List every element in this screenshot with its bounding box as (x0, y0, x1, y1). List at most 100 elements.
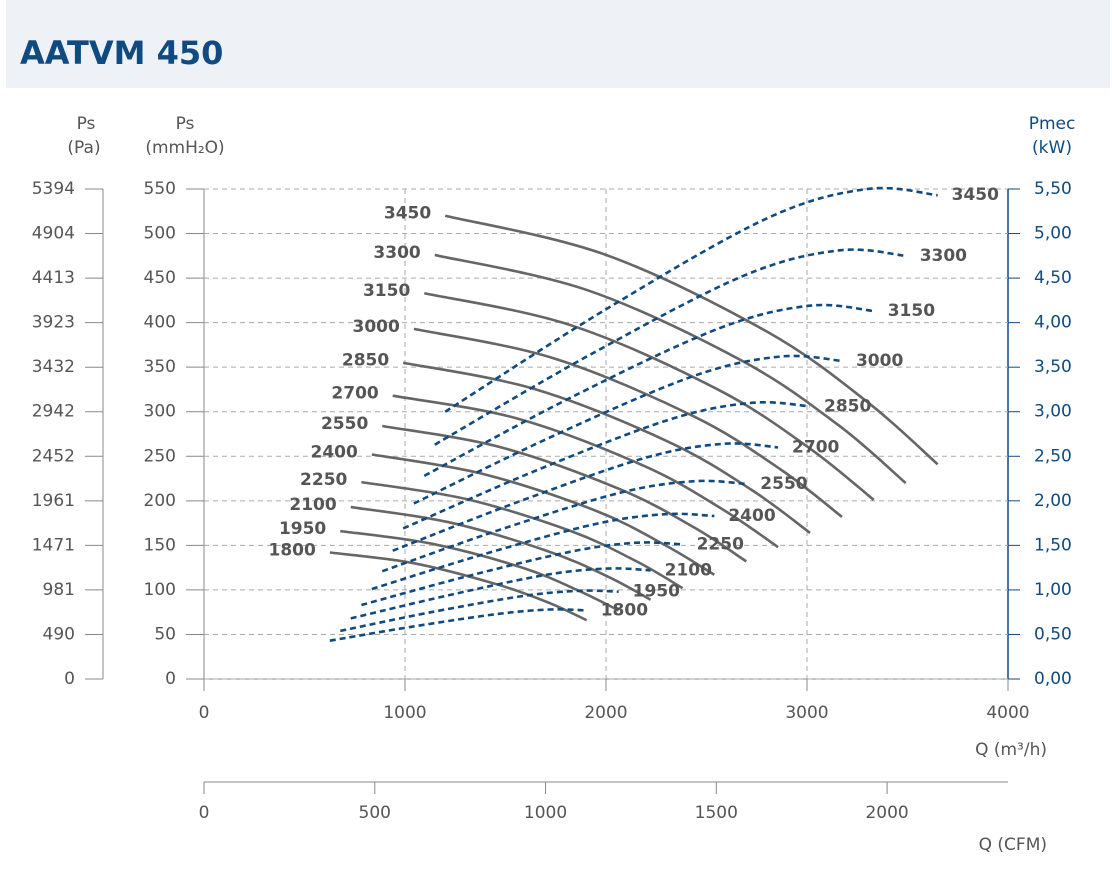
power-curve (329, 608, 587, 642)
pressure-curve-label: 3150 (363, 281, 410, 301)
x2-tick-label: 500 (359, 803, 391, 823)
y2-label: Pmec (1029, 114, 1076, 134)
power-curve (392, 442, 779, 552)
y-tick-label: 350 (144, 357, 176, 377)
pressure-curve-label: 1950 (279, 519, 326, 539)
y-tick-label: 500 (144, 224, 176, 244)
y-label: Ps (176, 114, 195, 134)
pressure-curve-label: 2400 (311, 442, 358, 462)
y2-tick-label: 4,00 (1034, 313, 1072, 333)
pressure-curve (424, 291, 875, 501)
y2-tick-label: 2,00 (1034, 491, 1072, 511)
power-curve-label: 2250 (697, 534, 744, 554)
x2-tick-label: 1000 (524, 803, 567, 823)
x-label: Q (m³/h) (975, 740, 1047, 760)
y3-tick-label: 490 (43, 624, 75, 644)
y2-unit: (kW) (1032, 138, 1072, 158)
y3-tick-label: 1961 (32, 491, 75, 511)
power-curve-label: 3000 (856, 351, 903, 371)
y-tick-label: 100 (144, 580, 176, 600)
power-curve (350, 567, 651, 620)
power-curve (413, 354, 843, 505)
y3-tick-label: 981 (43, 580, 75, 600)
power-curve-label: 1950 (633, 582, 680, 602)
power-curve-label: 3300 (920, 246, 967, 266)
pressure-curve (382, 424, 748, 563)
y2-tick-label: 5,00 (1034, 224, 1072, 244)
y3-tick-label: 5394 (32, 179, 75, 199)
y3-unit: (Pa) (67, 138, 100, 158)
y2-tick-label: 3,50 (1034, 357, 1072, 377)
y2-tick-label: 4,50 (1034, 268, 1072, 288)
y3-tick-label: 4413 (32, 268, 75, 288)
y3-tick-label: 0 (64, 669, 75, 689)
power-curve-label: 1800 (601, 600, 648, 620)
pressure-curve-label: 3000 (353, 317, 400, 337)
y3-tick-label: 2452 (32, 446, 75, 466)
power-curve-label: 2400 (728, 506, 775, 526)
y2-tick-label: 0,00 (1034, 669, 1072, 689)
y3-tick-label: 1471 (32, 535, 75, 555)
x2-tick-label: 2000 (865, 803, 908, 823)
y3-tick-label: 4904 (32, 224, 75, 244)
x2-label: Q (CFM) (979, 835, 1047, 855)
y-tick-label: 200 (144, 491, 176, 511)
power-curve-label: 2550 (760, 474, 807, 494)
y3-label: Ps (77, 114, 96, 134)
pressure-curve-label: 1800 (268, 540, 315, 560)
pressure-curve-label: 3450 (384, 204, 431, 224)
pressure-curve (350, 505, 652, 601)
header-band (6, 0, 1110, 88)
power-curve (361, 541, 683, 607)
y-tick-label: 550 (144, 179, 176, 199)
pressure-curve (361, 480, 684, 590)
y3-tick-label: 3923 (32, 313, 75, 333)
y-tick-label: 0 (165, 669, 176, 689)
pressure-curve (329, 551, 588, 622)
x-tick-label: 2000 (584, 703, 627, 723)
x-tick-label: 0 (199, 703, 210, 723)
x-tick-label: 4000 (986, 703, 1029, 723)
x2-tick-label: 1500 (695, 803, 738, 823)
pressure-curve (340, 529, 620, 612)
y3-tick-label: 2942 (32, 402, 75, 422)
y2-tick-label: 1,00 (1034, 580, 1072, 600)
pressure-curve (392, 394, 779, 549)
power-curve-label: 2700 (792, 437, 839, 457)
pressure-curve (402, 361, 811, 534)
y2-tick-label: 2,50 (1034, 446, 1072, 466)
y-tick-label: 150 (144, 535, 176, 555)
x-tick-label: 3000 (785, 703, 828, 723)
pressure-curve (413, 327, 843, 518)
pressure-curve-label: 2250 (300, 470, 347, 490)
power-curve (402, 401, 811, 530)
power-curve-label: 3450 (952, 185, 999, 205)
y2-tick-label: 5,50 (1034, 179, 1072, 199)
power-curve (371, 512, 715, 591)
chart-title: AATVM 450 (20, 34, 223, 72)
pressure-curve-label: 2700 (331, 384, 378, 404)
y-tick-label: 400 (144, 313, 176, 333)
pressure-curve-label: 3300 (373, 243, 420, 263)
pressure-curve-label: 2550 (321, 414, 368, 434)
pressure-curve (444, 214, 939, 466)
y-unit: (mmH₂O) (145, 138, 224, 158)
power-curve (423, 303, 874, 478)
x2-tick-label: 0 (199, 803, 210, 823)
power-curve (381, 479, 747, 573)
power-curve-label: 3150 (888, 301, 935, 321)
pressure-curve (434, 253, 907, 484)
y-tick-label: 300 (144, 402, 176, 422)
y2-tick-label: 3,00 (1034, 402, 1072, 422)
y2-tick-label: 1,50 (1034, 535, 1072, 555)
power-curve (444, 186, 938, 413)
power-curve-label: 2850 (824, 396, 871, 416)
pressure-curve-label: 2100 (289, 495, 336, 515)
y-tick-label: 250 (144, 446, 176, 466)
power-curve (340, 589, 619, 633)
pressure-curve (371, 453, 716, 576)
x-tick-label: 1000 (383, 703, 426, 723)
y3-tick-label: 3432 (32, 357, 75, 377)
power-curve-label: 2100 (665, 560, 712, 580)
